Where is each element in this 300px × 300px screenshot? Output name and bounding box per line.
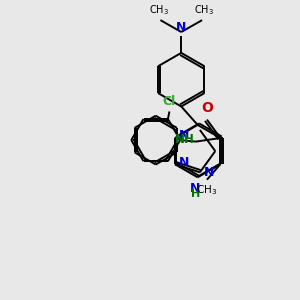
Text: NH: NH [175,133,194,146]
Text: O: O [201,101,213,116]
Text: CH$_3$: CH$_3$ [194,3,214,17]
Text: N: N [190,182,200,195]
Text: N: N [178,156,189,169]
Text: Cl: Cl [163,95,176,108]
Text: H: H [190,189,200,199]
Text: N: N [203,166,214,179]
Text: N: N [179,129,189,142]
Text: CH$_3$: CH$_3$ [196,183,218,197]
Text: N: N [176,21,187,34]
Text: CH$_3$: CH$_3$ [149,3,169,17]
